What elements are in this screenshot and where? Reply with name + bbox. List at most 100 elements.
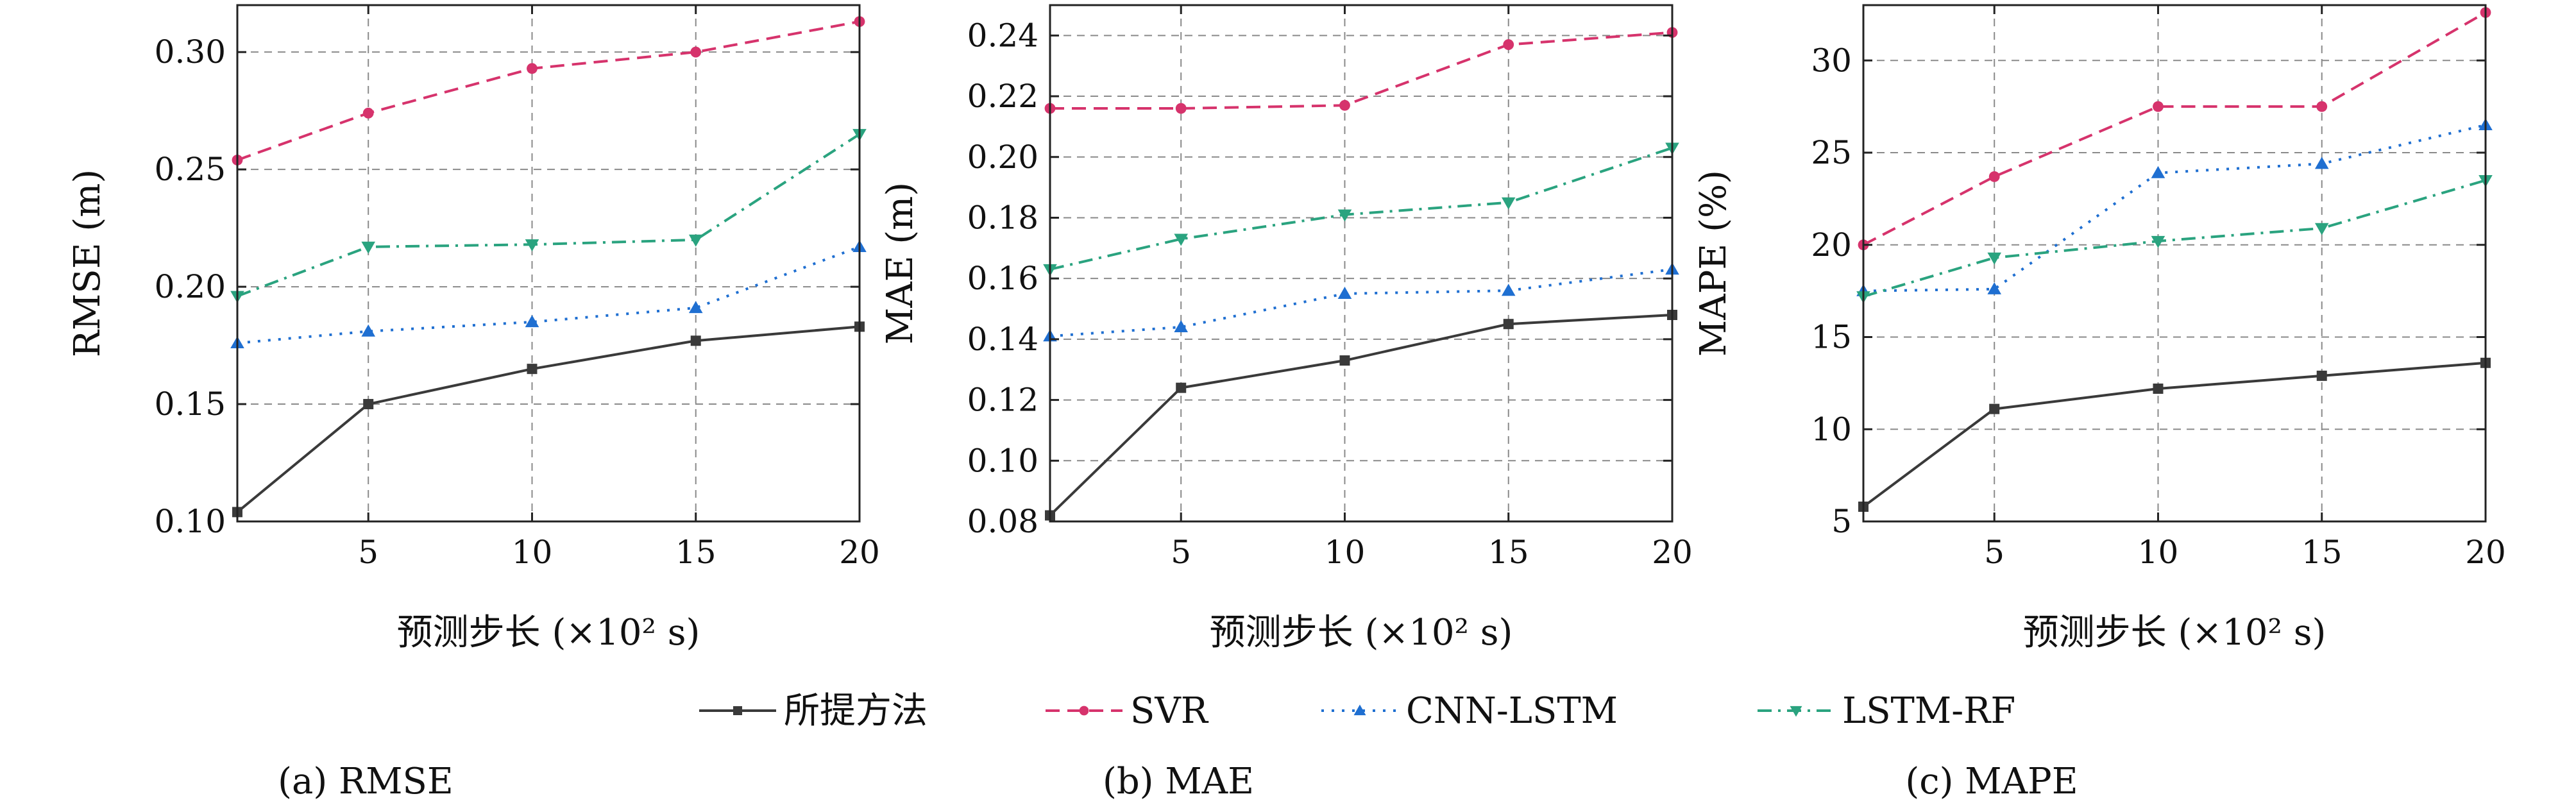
data-point [1337, 209, 1352, 222]
chart-2: 5 10 15 20 0.08 0.10 0.12 0.14 0.16 0.18 0.20 0.22 0… [879, 4, 1693, 802]
data-point [1501, 197, 1516, 210]
data-point [525, 315, 539, 328]
x-axis-label: 预测步长 (×10² s) [397, 612, 700, 654]
data-point [527, 364, 538, 375]
data-point [361, 241, 376, 254]
legend-label: LSTM-RF [1842, 690, 2015, 732]
data-point [2151, 235, 2165, 248]
y-tick-label: 0.22 [967, 78, 1038, 115]
data-point [1503, 319, 1514, 330]
data-point [1987, 282, 2002, 294]
plot-frame [1862, 4, 2487, 523]
series-所提方法 [1858, 357, 2491, 512]
data-point [2153, 101, 2164, 112]
series-line [236, 325, 860, 513]
y-tick-label: 0.08 [967, 503, 1038, 540]
data-point [1339, 355, 1350, 366]
y-tick-label: 20 [1811, 226, 1852, 264]
y-tick-label: 0.15 [155, 385, 226, 423]
legend-marker [1790, 706, 1802, 717]
x-tick-label: 20 [839, 534, 880, 571]
data-point [2153, 384, 2164, 394]
y-tick-label: 0.20 [155, 268, 226, 305]
legend-item: 所提方法 [699, 690, 928, 732]
x-tick-label: 5 [358, 534, 378, 571]
chart-panels: 5 10 15 20 0.10 0.15 0.20 0.25 0.30 预测步长 (×10² s)… [67, 4, 2506, 802]
plot-frame [1049, 4, 1674, 523]
y-tick-label: 30 [1811, 42, 1852, 79]
x-axis-label: 预测步长 (×10² s) [1210, 612, 1513, 654]
x-tick-label: 20 [2465, 534, 2506, 571]
y-tick-label: 0.24 [967, 17, 1038, 54]
y-axis-label: MAE (m) [879, 182, 921, 344]
y-tick-label: 5 [1831, 503, 1852, 540]
y-axis-label: MAPE (%) [1693, 170, 1734, 357]
series-SVR [1044, 27, 1678, 114]
grid [237, 5, 860, 522]
y-tick-label: 0.12 [967, 382, 1038, 419]
x-tick-label: 10 [2138, 534, 2179, 571]
legend-marker [1079, 706, 1089, 716]
chart-1: 5 10 15 20 0.10 0.15 0.20 0.25 0.30 预测步长 (×10² s)… [67, 4, 880, 802]
series-LSTM-RF [230, 129, 867, 303]
series-CNN-LSTM [1043, 262, 1679, 342]
x-tick-label: 20 [1652, 534, 1693, 571]
x-tick-label: 15 [675, 534, 716, 571]
data-point [1503, 39, 1514, 50]
data-point [690, 335, 701, 346]
y-tick-label: 0.14 [967, 321, 1038, 358]
series-line [237, 133, 861, 298]
y-tick-label: 0.10 [155, 503, 226, 540]
legend-label: CNN-LSTM [1406, 690, 1618, 732]
series-line [1049, 314, 1673, 516]
y-axis-label: RMSE (m) [67, 169, 108, 357]
y-tick-label: 0.20 [967, 139, 1038, 176]
series-line [1049, 146, 1673, 271]
legend-marker [733, 706, 742, 715]
series-SVR [1858, 7, 2491, 251]
y-tick-label: 0.30 [155, 33, 226, 71]
data-point [1174, 320, 1189, 333]
x-tick-label: 15 [1488, 534, 1529, 571]
data-point [1339, 99, 1350, 111]
legend-label: SVR [1130, 690, 1209, 732]
chart-caption: (b) MAE [1103, 761, 1254, 802]
series-line [237, 20, 860, 162]
data-point [1175, 103, 1187, 114]
x-tick-label: 15 [2301, 534, 2343, 571]
x-axis-label: 预测步长 (×10² s) [2023, 612, 2326, 654]
data-point [1501, 283, 1516, 296]
x-tick-label: 5 [1984, 534, 2004, 571]
series-所提方法 [232, 321, 865, 518]
data-point [2314, 156, 2329, 169]
series-LSTM-RF [1043, 142, 1679, 276]
data-point [525, 239, 539, 252]
data-point [2316, 101, 2328, 112]
data-point [688, 301, 703, 314]
plot-frame [236, 4, 861, 523]
data-point [1337, 287, 1352, 299]
series-line [1862, 361, 2486, 508]
data-point [1987, 252, 2002, 265]
legend-marker [1353, 704, 1366, 716]
x-tick-label: 10 [512, 534, 553, 571]
legend: 所提方法 SVR CNN-LSTM LSTM-RF [699, 690, 2015, 732]
series-SVR [232, 16, 865, 165]
data-point [688, 234, 703, 247]
x-tick-label: 5 [1171, 534, 1191, 571]
y-tick-label: 25 [1811, 134, 1852, 171]
series-line [1863, 179, 2486, 298]
data-point [1989, 403, 2000, 414]
data-point [361, 324, 376, 337]
data-point [362, 107, 374, 119]
y-tick-label: 0.18 [967, 199, 1038, 236]
x-tick-label: 10 [1325, 534, 1366, 571]
data-point [1988, 171, 2000, 182]
data-point [1176, 382, 1187, 393]
legend-item: LSTM-RF [1758, 690, 2015, 732]
y-tick-label: 0.25 [155, 151, 226, 188]
grid [1050, 5, 1673, 522]
legend-label: 所提方法 [784, 690, 928, 732]
chart-caption: (c) MAPE [1905, 761, 2078, 802]
